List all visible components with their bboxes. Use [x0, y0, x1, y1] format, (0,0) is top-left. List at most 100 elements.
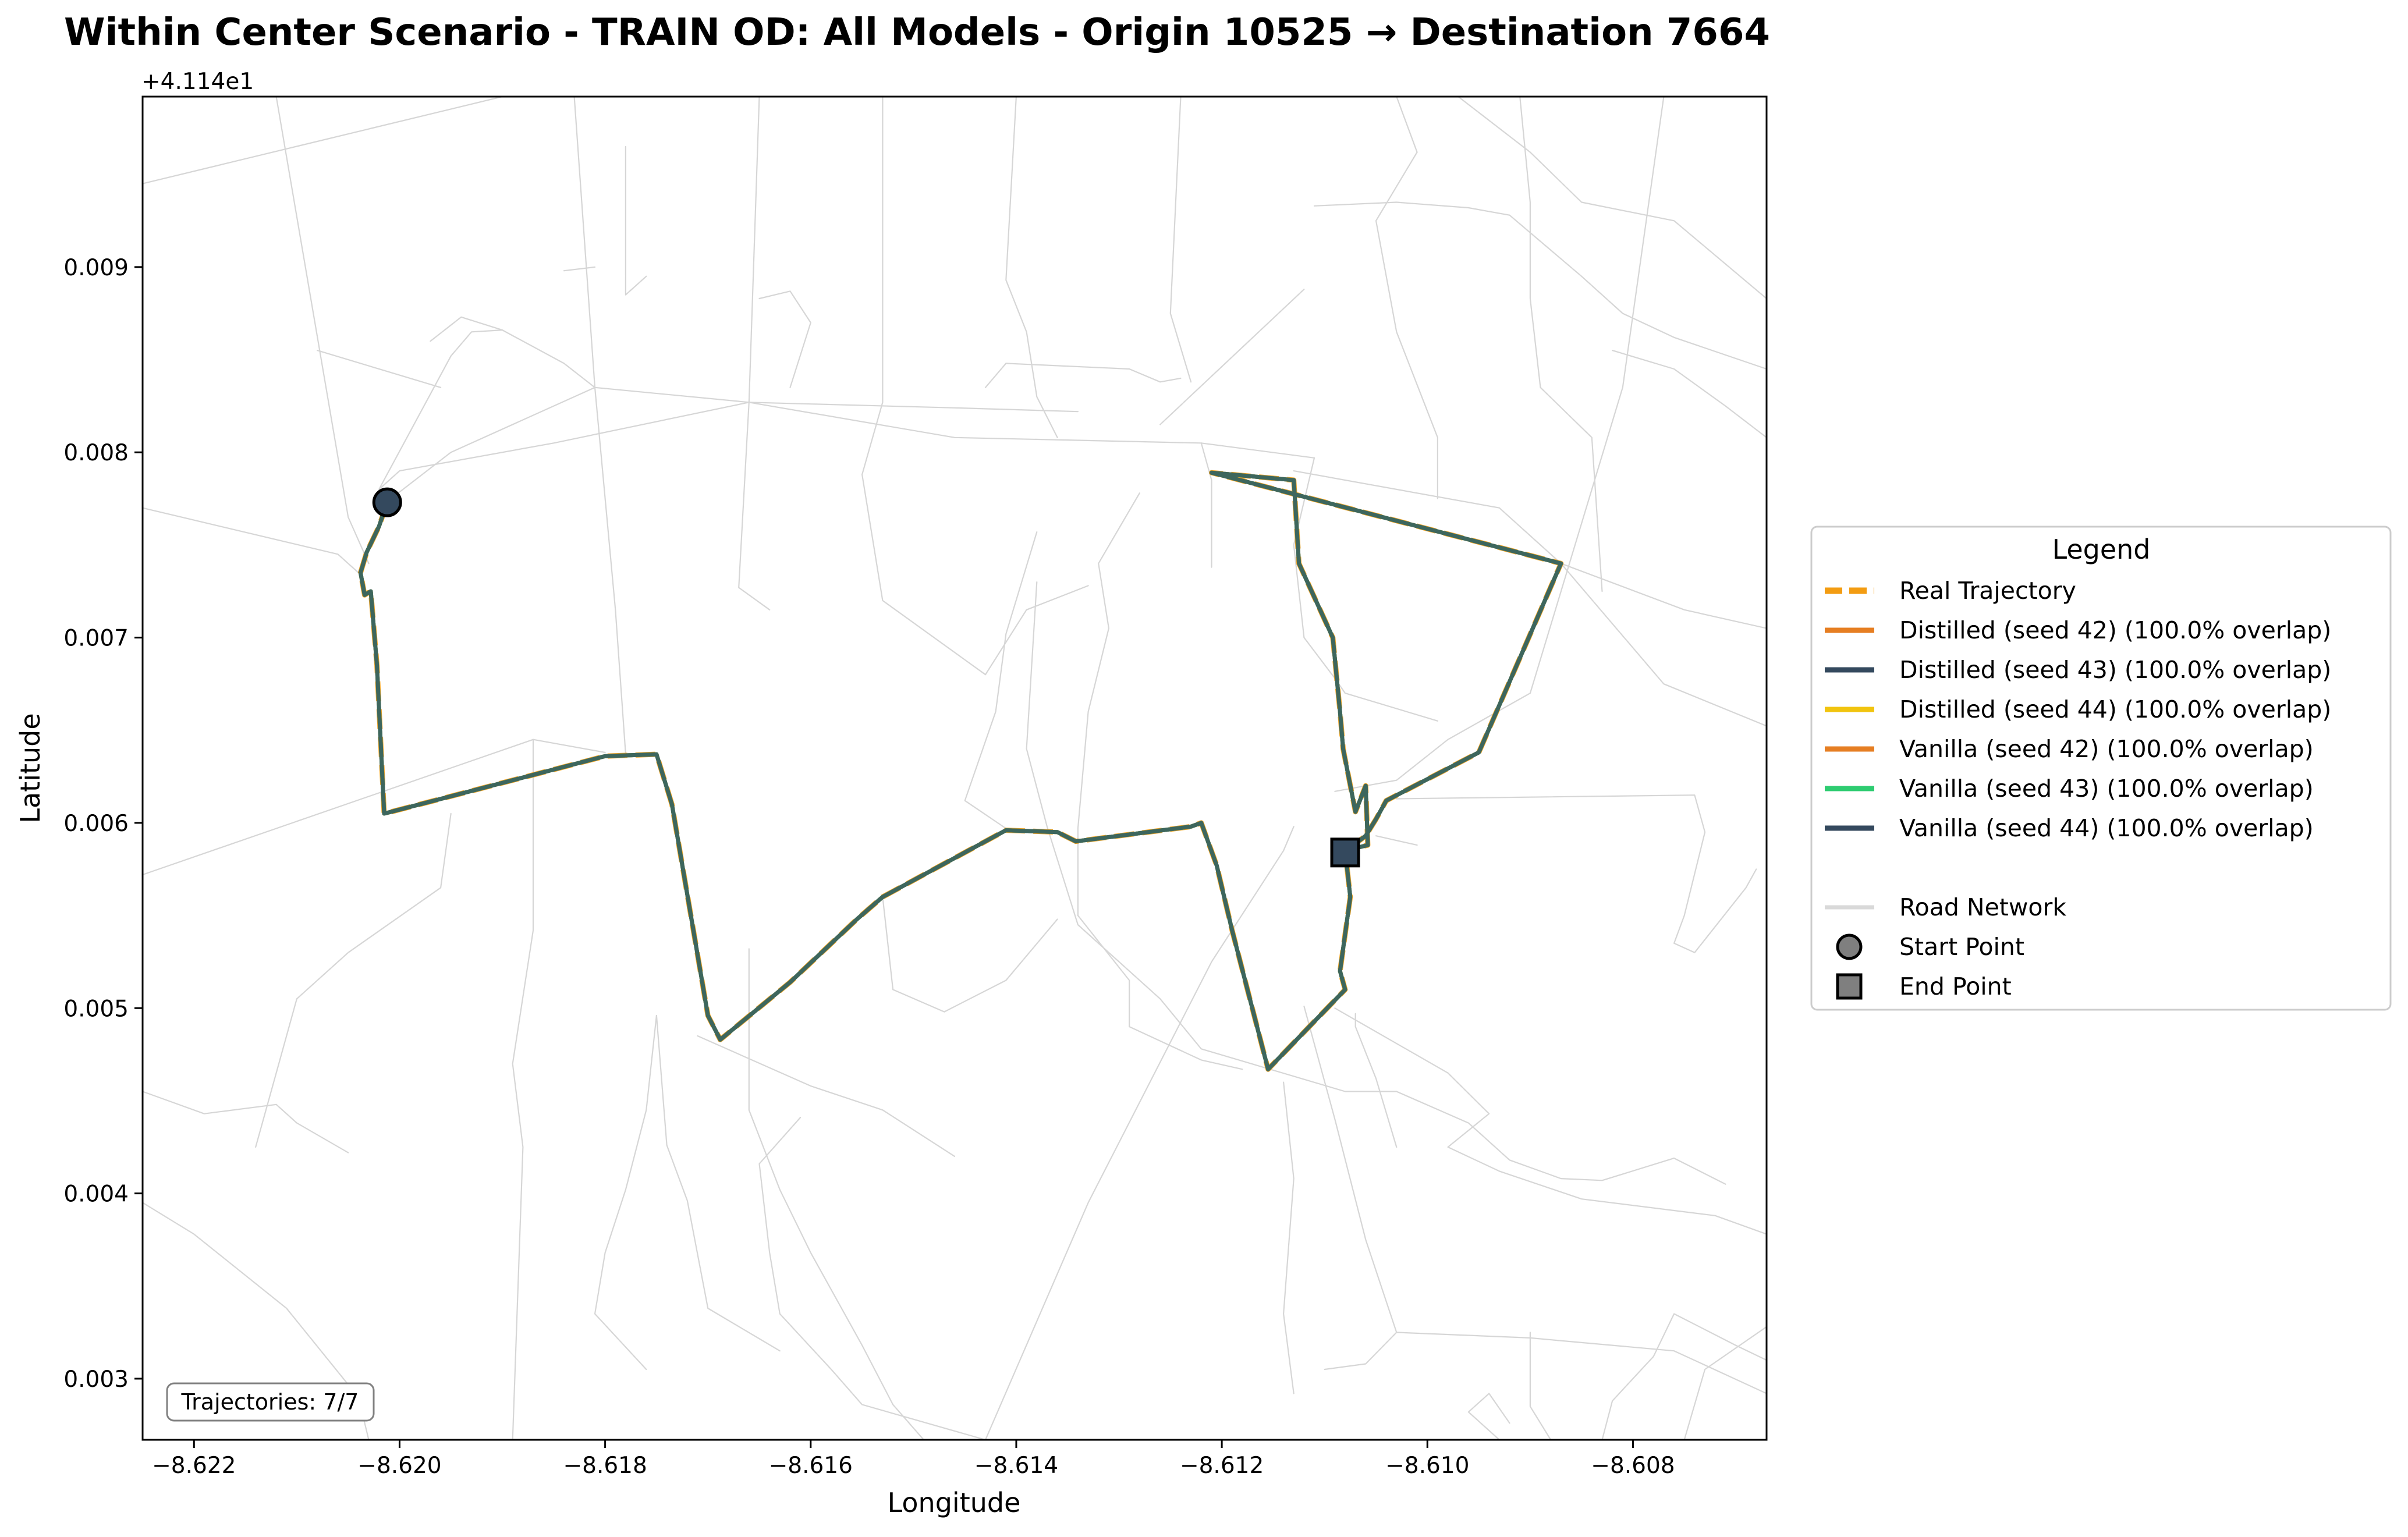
road-segment — [1303, 1005, 1398, 1371]
road-segment — [882, 896, 1058, 1013]
x-tick-label: −8.622 — [152, 1453, 236, 1479]
road-segment — [748, 948, 925, 1440]
road-segment — [1683, 1326, 1767, 1440]
road-segment — [563, 266, 596, 272]
road-segment — [758, 290, 811, 388]
road-segment — [1334, 97, 1665, 792]
legend-label: Vanilla (seed 43) (100.0% overlap) — [1899, 775, 2314, 803]
legend-box — [1810, 526, 2392, 1011]
legend-label: Distilled (seed 42) (100.0% overlap) — [1899, 616, 2331, 644]
road-segment — [984, 826, 1295, 1440]
y-tick-label: 0.007 — [63, 626, 129, 652]
x-tick-label: −8.620 — [357, 1453, 441, 1479]
road-segment — [1612, 349, 1767, 438]
road-segment — [1457, 97, 1767, 300]
road-segment — [758, 1116, 987, 1440]
road-segment — [1077, 492, 1140, 917]
road-segment — [143, 1091, 349, 1153]
start-point-marker — [372, 487, 402, 517]
x-tick-label: −8.610 — [1385, 1453, 1469, 1479]
chart-title: Within Center Scenario - TRAIN OD: All M… — [64, 11, 1770, 54]
road-segment — [1354, 1013, 1398, 1148]
y-tick-label: 0.006 — [63, 811, 129, 837]
legend-label: Distilled (seed 43) (100.0% overlap) — [1899, 656, 2331, 684]
x-tick-label: −8.612 — [1180, 1453, 1264, 1479]
road-segment — [964, 531, 1038, 829]
road-segment — [1601, 1313, 1767, 1440]
y-tick-label: 0.004 — [63, 1181, 129, 1208]
y-tick-label: 0.009 — [63, 255, 129, 281]
road-segment — [143, 739, 606, 876]
road-segment — [317, 349, 442, 388]
legend-label: Vanilla (seed 44) (100.0% overlap) — [1899, 814, 2314, 842]
road-segment — [738, 97, 771, 610]
x-tick-label: −8.618 — [563, 1453, 647, 1479]
legend-label: Real Trajectory — [1899, 577, 2076, 605]
trajectory-line — [358, 470, 1563, 1071]
road-segment — [1467, 1393, 1510, 1440]
road-segment — [625, 145, 647, 296]
road-segment — [1293, 470, 1767, 727]
road-segment — [984, 363, 1182, 388]
road-segment — [1026, 581, 1726, 1185]
y-offset-label: +4.114e1 — [141, 69, 254, 95]
plot-area — [143, 97, 1767, 1440]
road-segment — [1396, 1332, 1767, 1394]
road-segment — [143, 507, 359, 574]
road-segment — [1375, 97, 1438, 499]
road-segment — [430, 316, 503, 342]
road-segment — [275, 97, 370, 565]
plot-frame — [141, 95, 1768, 1441]
legend: Legend Real Trajectory Distilled (seed 42… — [1810, 526, 2392, 1011]
legend-items: Real Trajectory Distilled (seed 42) (100.… — [1825, 577, 2331, 1000]
road-segment — [1159, 289, 1305, 425]
legend-label: Vanilla (seed 42) (100.0% overlap) — [1899, 735, 2314, 763]
road-segment — [573, 97, 627, 755]
legend-label: Distilled (seed 44) (100.0% overlap) — [1899, 695, 2331, 723]
road-segment — [1283, 1081, 1295, 1394]
road-segment — [378, 329, 596, 491]
x-axis-label: Longitude — [888, 1487, 1021, 1518]
road-segment — [655, 1014, 781, 1352]
road-segment — [512, 739, 534, 1440]
x-axis-ticks: −8.622 −8.620 −8.618 −8.616 −8.614 −8.612 −8.6… — [152, 1440, 1675, 1479]
annotation-box — [166, 1382, 375, 1422]
legend-label: Road Network — [1899, 893, 2066, 921]
road-segment — [1077, 914, 1243, 1070]
road-segment — [1334, 1007, 1767, 1235]
road-segment — [1560, 563, 1767, 629]
road-network — [143, 97, 1767, 1440]
y-tick-label: 0.008 — [63, 440, 129, 466]
end-point-marker — [1330, 837, 1360, 868]
x-tick-label: −8.614 — [974, 1453, 1058, 1479]
road-segment — [1313, 201, 1767, 370]
road-segment — [1396, 794, 1757, 953]
road-segment — [1200, 442, 1212, 568]
road-segment — [378, 402, 1079, 491]
legend-swatch — [1836, 973, 1863, 1000]
y-tick-label: 0.005 — [63, 996, 129, 1022]
road-segment — [861, 97, 1089, 676]
legend-label: End Point — [1899, 972, 2012, 1000]
road-segment — [1519, 97, 1603, 592]
road-segment — [594, 1014, 658, 1371]
legend-title: Legend — [2052, 534, 2151, 565]
endpoint-markers — [372, 487, 1360, 868]
legend-swatch — [1836, 933, 1863, 960]
road-segment — [143, 97, 503, 184]
annotation-text: Trajectories: 7/7 — [181, 1389, 359, 1415]
x-tick-label: −8.608 — [1591, 1453, 1675, 1479]
road-segment — [1375, 835, 1418, 846]
road-segment — [255, 812, 452, 1148]
road-segment — [697, 1035, 956, 1158]
legend-label: Start Point — [1899, 933, 2024, 961]
road-segment — [1529, 1332, 1552, 1440]
trajectory-count-box: Trajectories: 7/7 — [166, 1382, 375, 1422]
y-axis-ticks: 0.003 0.004 0.005 0.006 0.007 0.008 0.009 — [63, 255, 143, 1393]
x-tick-label: −8.616 — [769, 1453, 853, 1479]
y-axis-label: Latitude — [15, 713, 46, 823]
road-segment — [1169, 97, 1192, 383]
trajectories — [357, 470, 1564, 1072]
road-segment — [1005, 97, 1058, 438]
